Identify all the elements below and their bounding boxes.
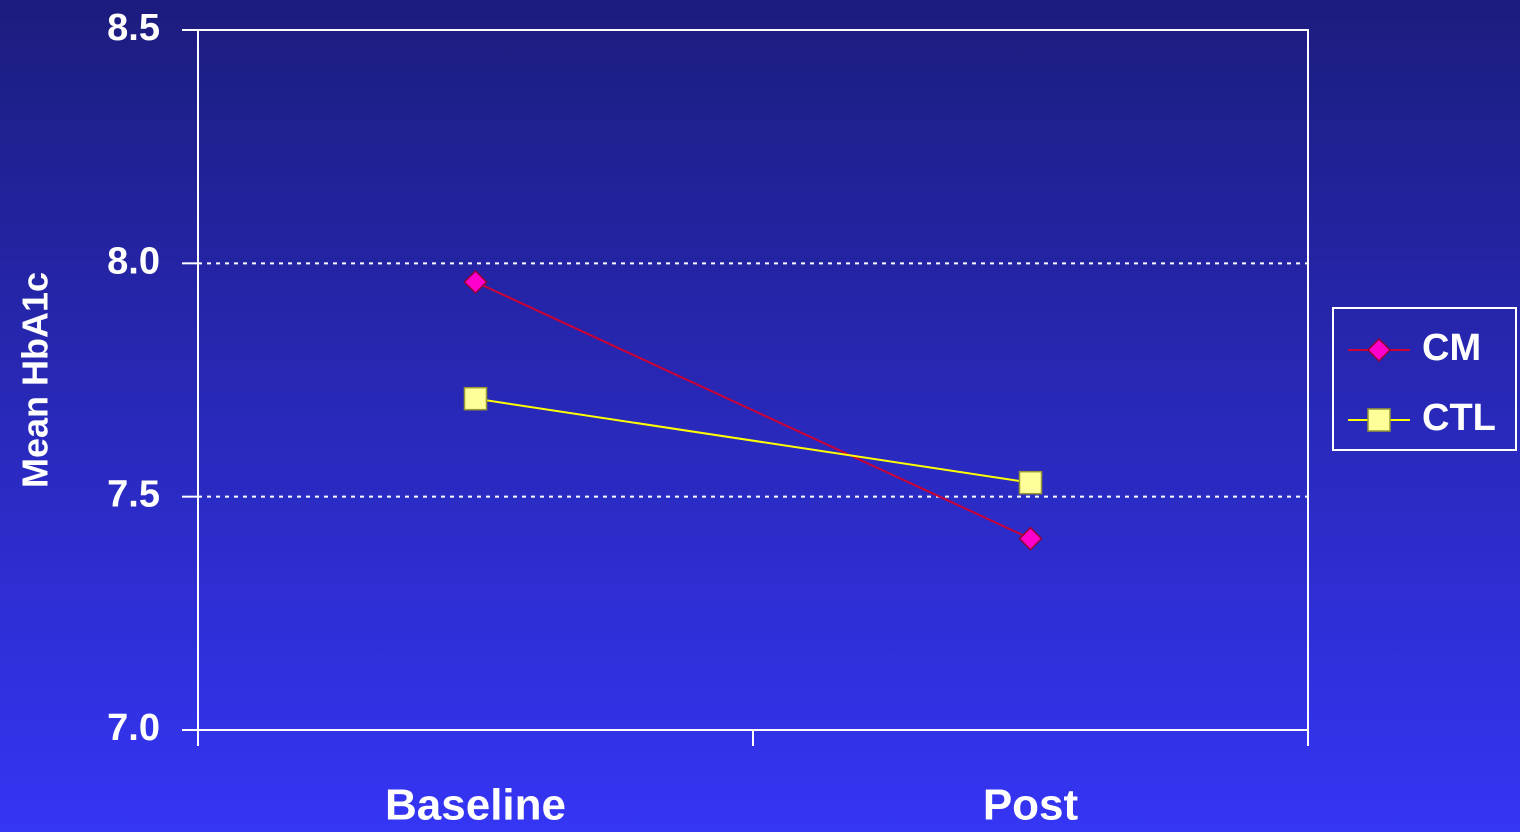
- legend-marker: [1366, 337, 1392, 363]
- legend-label: CTL: [1422, 397, 1496, 439]
- data-point: [463, 386, 488, 411]
- y-axis-label: Mean HbA1c: [15, 272, 56, 488]
- data-point: [1018, 526, 1043, 551]
- series-line: [475, 397, 1031, 484]
- series-line: [475, 281, 1031, 540]
- y-tick-label: 7.5: [107, 474, 160, 516]
- legend-marker: [1367, 408, 1391, 432]
- legend-label: CM: [1422, 327, 1481, 369]
- y-tick-label: 7.0: [107, 707, 160, 749]
- legend-box: [1332, 307, 1517, 451]
- y-tick-label: 8.5: [107, 7, 160, 49]
- x-tick-label: Baseline: [385, 781, 566, 830]
- y-tick-label: 8.0: [107, 240, 160, 282]
- data-point: [1018, 470, 1043, 495]
- data-point: [463, 269, 488, 295]
- x-tick-label: Post: [983, 781, 1079, 830]
